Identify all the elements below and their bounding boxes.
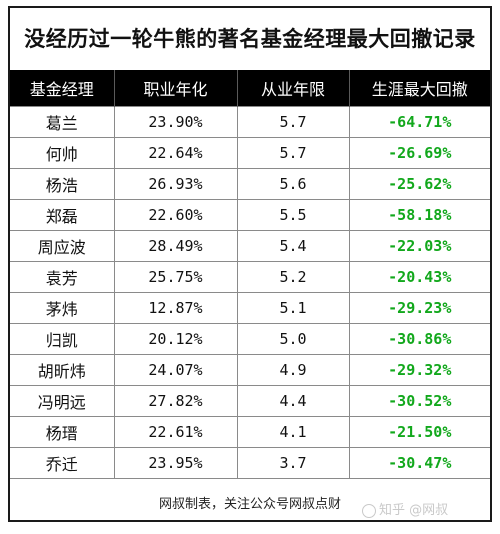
manager-name: 郑磊	[10, 199, 115, 231]
table-row: 袁芳 25.75% 5.2 -20.43%	[10, 261, 490, 293]
years-in-industry: 3.7	[236, 447, 350, 479]
annual-return: 27.82%	[113, 385, 238, 417]
table-row: 茅炜 12.87% 5.1 -29.23%	[10, 292, 490, 324]
manager-name: 归凯	[10, 323, 115, 355]
table-card: 没经历过一轮牛熊的著名基金经理最大回撤记录 基金经理 职业年化 从业年限 生涯最…	[8, 6, 492, 522]
manager-name: 周应波	[10, 230, 115, 262]
table-row: 胡昕炜 24.07% 4.9 -29.32%	[10, 354, 490, 386]
manager-name: 葛兰	[10, 106, 115, 138]
years-in-industry: 4.4	[236, 385, 350, 417]
manager-name: 何帅	[10, 137, 115, 169]
years-in-industry: 5.2	[236, 261, 350, 293]
table-row: 何帅 22.64% 5.7 -26.69%	[10, 137, 490, 169]
max-drawdown: -30.47%	[348, 447, 490, 479]
years-in-industry: 5.5	[236, 199, 350, 231]
max-drawdown: -29.32%	[348, 354, 490, 386]
max-drawdown: -22.03%	[348, 230, 490, 262]
annual-return: 22.61%	[113, 416, 238, 448]
column-header-years: 从业年限	[236, 70, 349, 107]
max-drawdown: -20.43%	[348, 261, 490, 293]
fund-manager-table: 基金经理 职业年化 从业年限 生涯最大回撤 葛兰 23.90% 5.7 -64.…	[10, 70, 490, 479]
column-header-annual-return: 职业年化	[113, 70, 237, 107]
years-in-industry: 4.9	[236, 354, 350, 386]
annual-return: 23.90%	[113, 106, 238, 138]
annual-return: 22.64%	[113, 137, 238, 169]
years-in-industry: 5.7	[236, 106, 350, 138]
manager-name: 冯明远	[10, 385, 115, 417]
years-in-industry: 5.0	[236, 323, 350, 355]
max-drawdown: -30.52%	[348, 385, 490, 417]
years-in-industry: 5.4	[236, 230, 350, 262]
manager-name: 杨瑨	[10, 416, 115, 448]
max-drawdown: -30.86%	[348, 323, 490, 355]
table-row: 郑磊 22.60% 5.5 -58.18%	[10, 199, 490, 231]
annual-return: 26.93%	[113, 168, 238, 200]
table-row: 归凯 20.12% 5.0 -30.86%	[10, 323, 490, 355]
zhihu-logo-icon	[362, 503, 376, 518]
annual-return: 25.75%	[113, 261, 238, 293]
table-row: 杨浩 26.93% 5.6 -25.62%	[10, 168, 490, 200]
max-drawdown: -26.69%	[348, 137, 490, 169]
column-header-max-drawdown: 生涯最大回撤	[348, 70, 490, 107]
table-title: 没经历过一轮牛熊的著名基金经理最大回撤记录	[24, 27, 476, 51]
column-header-manager: 基金经理	[10, 70, 114, 107]
table-row: 葛兰 23.90% 5.7 -64.71%	[10, 106, 490, 138]
header-row: 基金经理 职业年化 从业年限 生涯最大回撤	[10, 70, 490, 107]
manager-name: 胡昕炜	[10, 354, 115, 386]
annual-return: 24.07%	[113, 354, 238, 386]
annual-return: 23.95%	[113, 447, 238, 479]
annual-return: 12.87%	[113, 292, 238, 324]
manager-name: 茅炜	[10, 292, 115, 324]
max-drawdown: -29.23%	[348, 292, 490, 324]
manager-name: 袁芳	[10, 261, 115, 293]
table-row: 冯明远 27.82% 4.4 -30.52%	[10, 385, 490, 417]
max-drawdown: -58.18%	[348, 199, 490, 231]
years-in-industry: 5.7	[236, 137, 350, 169]
table-row: 杨瑨 22.61% 4.1 -21.50%	[10, 416, 490, 448]
manager-name: 杨浩	[10, 168, 115, 200]
annual-return: 20.12%	[113, 323, 238, 355]
years-in-industry: 5.6	[236, 168, 350, 200]
table-footer-note: 网叔制表，关注公众号网叔点财	[158, 497, 341, 512]
max-drawdown: -21.50%	[348, 416, 490, 448]
watermark-text: 知乎 @网叔	[379, 503, 449, 518]
annual-return: 22.60%	[113, 199, 238, 231]
table-row: 乔迁 23.95% 3.7 -30.47%	[10, 447, 490, 479]
watermark: 知乎 @网叔	[362, 501, 448, 521]
table-row: 周应波 28.49% 5.4 -22.03%	[10, 230, 490, 262]
years-in-industry: 4.1	[236, 416, 350, 448]
max-drawdown: -25.62%	[348, 168, 490, 200]
max-drawdown: -64.71%	[348, 106, 490, 138]
manager-name: 乔迁	[10, 447, 115, 479]
years-in-industry: 5.1	[236, 292, 350, 324]
annual-return: 28.49%	[113, 230, 238, 262]
